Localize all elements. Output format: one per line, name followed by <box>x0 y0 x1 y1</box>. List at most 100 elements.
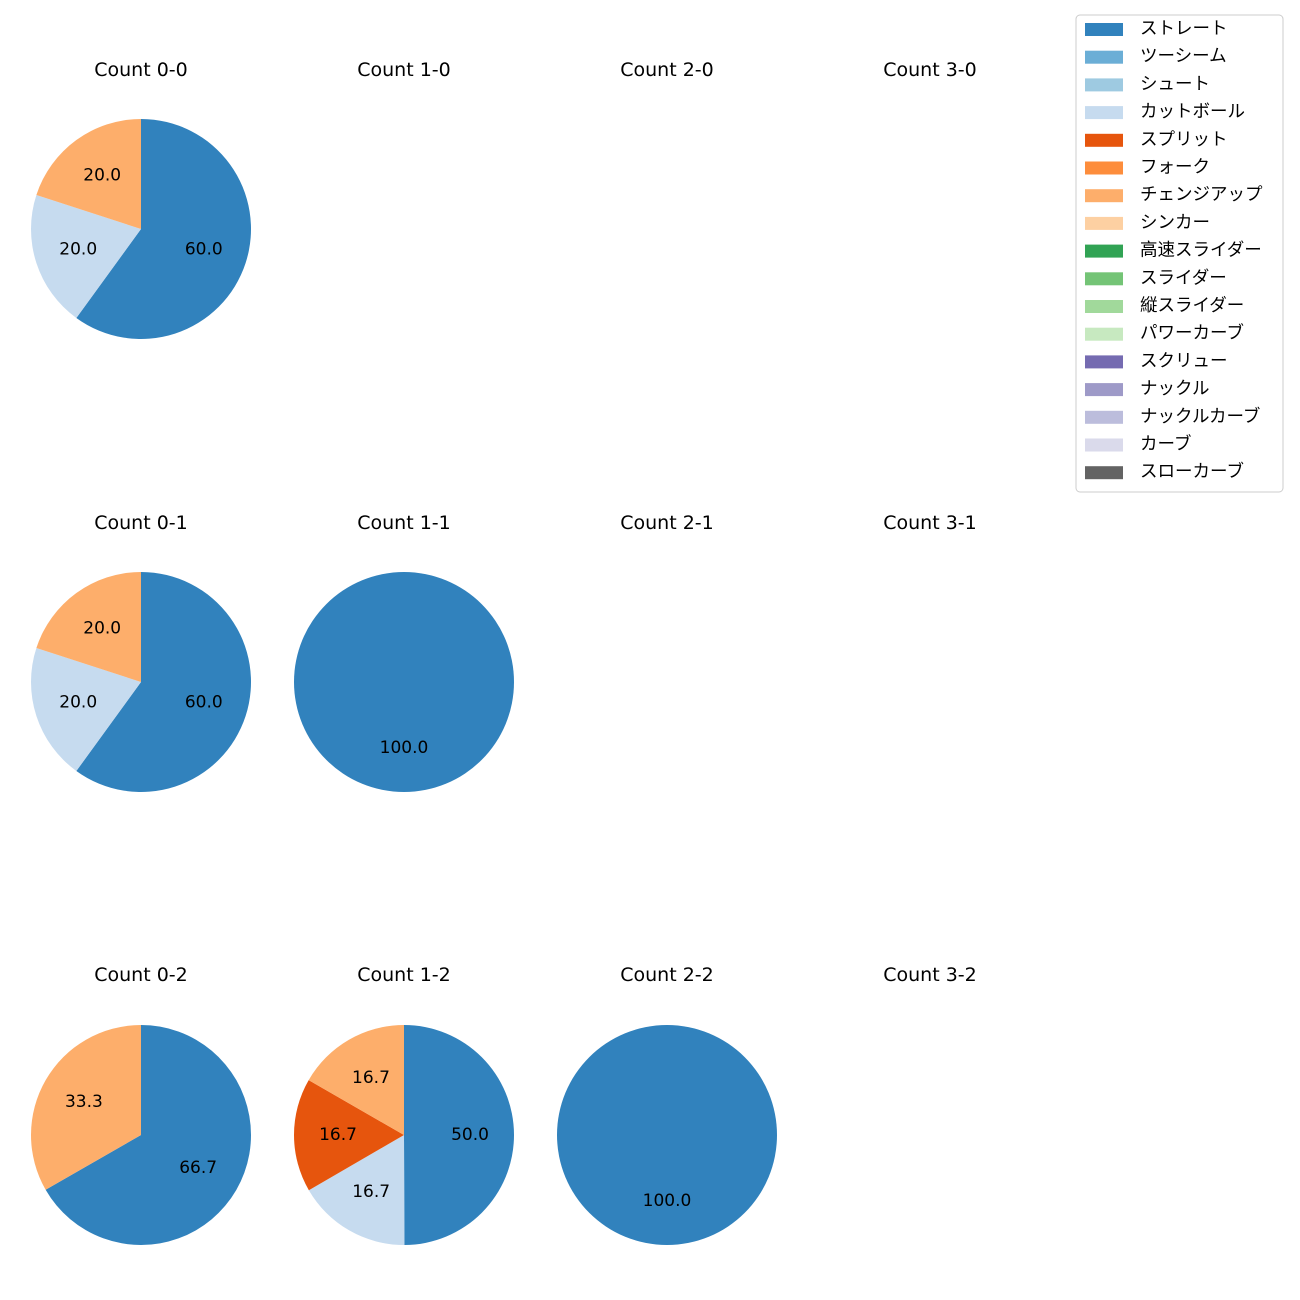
pie-value-label: 60.0 <box>185 239 223 259</box>
legend-label: スローカーブ <box>1140 461 1244 482</box>
legend-item-11: パワーカーブ <box>1085 323 1244 344</box>
legend-swatch <box>1085 133 1123 147</box>
legend-swatch <box>1085 327 1123 341</box>
pie-title: Count 2-2 <box>620 964 714 986</box>
pie-slice-count-1-2-2 <box>293 1080 404 1191</box>
legend-item-12: スクリュー <box>1085 351 1228 371</box>
legend-item-16: スローカーブ <box>1085 461 1244 482</box>
legend-swatch <box>1085 438 1123 452</box>
legend-frame <box>1075 14 1284 493</box>
pie-slice-count-0-0-2 <box>36 119 141 229</box>
legend-label: 高速スライダー <box>1140 241 1262 261</box>
pie-value-label: 16.7 <box>319 1125 357 1145</box>
pie-count-1-2: Count 1-2 50.0 16.7 16.7 16.7 <box>293 964 515 1245</box>
legend-item-3: カットボール <box>1085 102 1245 122</box>
legend-item-1: ツーシーム <box>1085 47 1227 67</box>
pie-title: Count 2-1 <box>620 512 714 534</box>
legend-swatch <box>1085 383 1123 397</box>
pie-slice-count-0-1-2 <box>36 572 141 682</box>
legend-label: ナックルカーブ <box>1140 406 1260 427</box>
legend-label: パワーカーブ <box>1140 323 1244 344</box>
pie-value-label: 50.0 <box>451 1125 489 1145</box>
legend-swatch <box>1085 50 1123 64</box>
legend-swatch <box>1085 161 1123 175</box>
legend-swatch <box>1085 23 1123 36</box>
pie-count-3-1: Count 3-1 <box>883 512 977 534</box>
legend-swatch <box>1085 300 1123 313</box>
pie-title: Count 3-0 <box>883 59 977 81</box>
legend-label: スプリット <box>1140 130 1228 150</box>
legend-swatch <box>1085 106 1123 120</box>
legend-item-5: フォーク <box>1085 158 1210 178</box>
legend-swatch <box>1085 244 1123 258</box>
pie-value-label: 20.0 <box>59 692 97 712</box>
legend-item-4: スプリット <box>1085 130 1228 150</box>
legend-item-0: ストレート <box>1085 19 1228 39</box>
pie-title: Count 2-0 <box>620 59 714 81</box>
legend-label: スライダー <box>1140 268 1227 288</box>
pie-title: Count 0-0 <box>94 59 188 81</box>
pie-count-2-2: Count 2-2 100.0 <box>557 964 777 1245</box>
legend-swatch <box>1085 189 1123 203</box>
pie-value-label: 100.0 <box>380 738 429 758</box>
legend-item-8: 高速スライダー <box>1085 241 1262 261</box>
pie-count-0-0: Count 0-0 60.0 20.0 20.0 <box>31 59 251 339</box>
pie-slice-count-0-0-1 <box>31 195 141 318</box>
pie-title: Count 0-2 <box>94 964 188 986</box>
pie-value-label: 66.7 <box>179 1158 217 1178</box>
legend-swatch <box>1085 78 1123 92</box>
pie-value-label: 20.0 <box>59 239 97 259</box>
pie-count-2-0: Count 2-0 <box>620 59 714 81</box>
pie-count-2-1: Count 2-1 <box>620 512 714 534</box>
pie-slice-count-1-2-3 <box>308 1025 404 1135</box>
pie-slice-count-0-2-1 <box>30 1025 141 1190</box>
pie-count-3-2: Count 3-2 <box>883 964 977 986</box>
legend-label: スクリュー <box>1140 351 1228 371</box>
pie-slice-count-1-2-0 <box>404 1025 515 1245</box>
legend-item-14: ナックルカーブ <box>1085 406 1260 427</box>
legend-label: フォーク <box>1140 158 1210 178</box>
pie-panels: Count 0-0 60.0 20.0 20.0 Count 1-0 Count 2-0 C… <box>30 59 977 1245</box>
pie-title: Count 3-1 <box>883 512 977 534</box>
legend-label: ストレート <box>1140 19 1228 39</box>
legend-label: カットボール <box>1140 102 1245 122</box>
pie-value-label: 100.0 <box>643 1191 692 1211</box>
legend-item-6: チェンジアップ <box>1085 185 1263 205</box>
pie-value-label: 20.0 <box>83 619 121 639</box>
legend-swatch <box>1085 466 1123 480</box>
pie-slice-count-0-1-0 <box>76 572 251 792</box>
pie-title: Count 3-2 <box>883 964 977 986</box>
pie-value-label: 20.0 <box>83 166 121 186</box>
legend-label: 縦スライダー <box>1140 296 1244 316</box>
legend-item-2: シュート <box>1085 74 1210 94</box>
pie-value-label: 60.0 <box>185 692 223 712</box>
legend-label: ツーシーム <box>1140 47 1227 67</box>
legend-item-10: 縦スライダー <box>1085 296 1244 316</box>
legend-swatch <box>1085 272 1123 286</box>
pie-slice-count-2-2-0 <box>557 1025 777 1245</box>
pie-value-label: 16.7 <box>352 1068 390 1088</box>
pie-value-label: 33.3 <box>65 1092 103 1112</box>
legend-label: チェンジアップ <box>1140 185 1263 205</box>
legend-label: カーブ <box>1140 434 1191 455</box>
legend: ストレートツーシームシュートカットボールスプリットフォークチェンジアップシンカー… <box>1075 14 1284 493</box>
legend-item-7: シンカー <box>1085 213 1210 233</box>
pie-count-3-0: Count 3-0 <box>883 59 977 81</box>
legend-label: シンカー <box>1140 213 1210 233</box>
pie-count-1-0: Count 1-0 <box>357 59 451 81</box>
legend-swatch <box>1085 216 1123 230</box>
pie-slice-count-0-1-1 <box>30 648 142 771</box>
legend-item-13: ナックル <box>1085 379 1209 399</box>
legend-label: シュート <box>1140 74 1210 94</box>
pie-slice-count-1-2-1 <box>308 1135 405 1245</box>
legend-item-15: カーブ <box>1085 434 1191 455</box>
legend-item-9: スライダー <box>1085 268 1227 288</box>
pie-slice-count-0-2-0 <box>45 1025 252 1245</box>
pie-title: Count 1-0 <box>357 59 451 81</box>
pie-value-label: 16.7 <box>352 1182 390 1202</box>
legend-swatch <box>1085 410 1123 424</box>
pie-title: Count 0-1 <box>94 512 188 534</box>
pie-count-0-1: Count 0-1 60.0 20.0 20.0 <box>30 512 251 792</box>
pie-slice-count-1-1-0 <box>294 572 514 792</box>
